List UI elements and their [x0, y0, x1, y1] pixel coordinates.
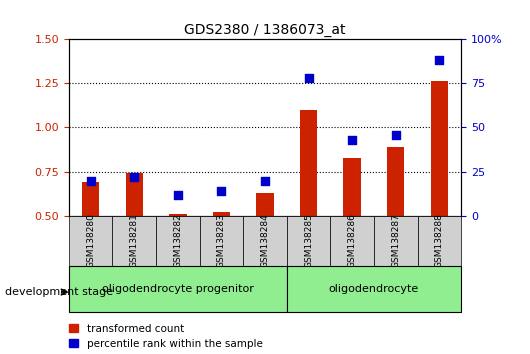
Point: [174, 192, 182, 198]
Text: GSM138286: GSM138286: [348, 213, 357, 268]
Bar: [112, 216, 156, 266]
Point: [86, 178, 95, 183]
Bar: [300, 110, 317, 304]
Bar: [126, 173, 143, 304]
Point: [217, 188, 226, 194]
Text: GSM138283: GSM138283: [217, 213, 226, 268]
Text: GSM138288: GSM138288: [435, 213, 444, 268]
Bar: [387, 147, 404, 304]
Text: oligodendrocyte: oligodendrocyte: [329, 284, 419, 293]
Point: [261, 178, 269, 183]
Legend: transformed count, percentile rank within the sample: transformed count, percentile rank withi…: [69, 324, 262, 349]
Text: GSM138285: GSM138285: [304, 213, 313, 268]
Bar: [243, 216, 287, 266]
Text: GSM138281: GSM138281: [130, 213, 139, 268]
Bar: [257, 193, 273, 304]
Title: GDS2380 / 1386073_at: GDS2380 / 1386073_at: [184, 23, 346, 36]
Point: [392, 132, 400, 137]
Point: [304, 75, 313, 81]
Point: [435, 57, 444, 63]
Point: [130, 174, 138, 180]
Bar: [287, 216, 330, 266]
Bar: [200, 216, 243, 266]
Bar: [213, 212, 230, 304]
Bar: [82, 182, 100, 304]
Bar: [169, 214, 187, 304]
Bar: [330, 216, 374, 266]
Bar: [287, 266, 461, 312]
Text: GSM138287: GSM138287: [391, 213, 400, 268]
Bar: [343, 158, 361, 304]
Bar: [156, 216, 200, 266]
Bar: [430, 81, 448, 304]
Bar: [69, 216, 112, 266]
Text: GSM138280: GSM138280: [86, 213, 95, 268]
Text: oligodendrocyte progenitor: oligodendrocyte progenitor: [102, 284, 254, 293]
Bar: [418, 216, 461, 266]
Text: GSM138282: GSM138282: [173, 213, 182, 268]
Bar: [69, 266, 287, 312]
Bar: [374, 216, 418, 266]
Text: GSM138284: GSM138284: [261, 213, 269, 268]
Point: [348, 137, 356, 143]
Text: development stage: development stage: [5, 287, 113, 297]
